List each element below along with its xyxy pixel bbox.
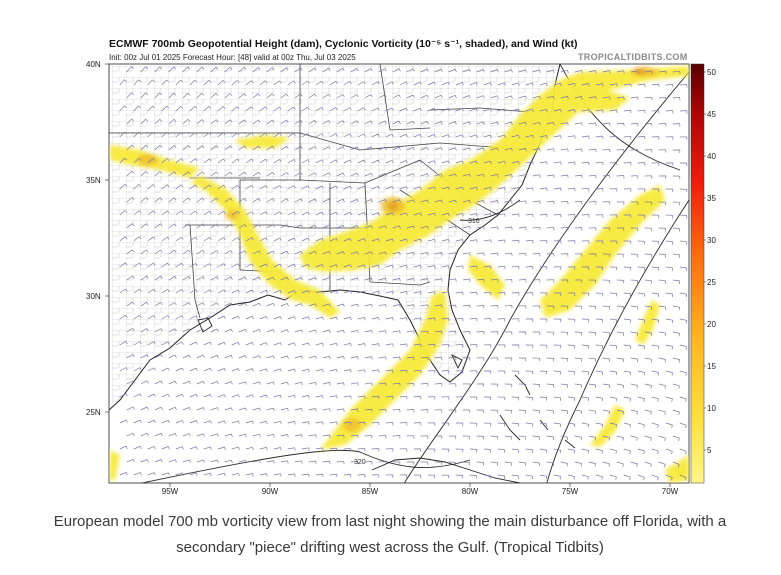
- colorbar: [690, 63, 705, 484]
- lon-label-75w: 75W: [562, 487, 579, 496]
- longitude-axis: 95W 90W 85W 80W 75W 70W: [162, 487, 679, 496]
- lat-label-35n: 35N: [86, 176, 101, 185]
- colorbar-label-5: 5: [707, 446, 712, 455]
- colorbar-ticks: [704, 71, 706, 451]
- colorbar-label-50: 50: [707, 68, 716, 77]
- lon-label-85w: 85W: [362, 487, 379, 496]
- wind-barb-field: [119, 66, 688, 481]
- colorbar-label-10: 10: [707, 404, 716, 413]
- lon-label-90w: 90W: [262, 487, 279, 496]
- colorbar-label-25: 25: [707, 278, 716, 287]
- contour-label-316: 316: [468, 218, 480, 225]
- lon-label-80w: 80W: [462, 487, 479, 496]
- colorbar-label-40: 40: [707, 152, 716, 161]
- contour-label-320: 320: [354, 459, 366, 466]
- lat-label-40n: 40N: [86, 60, 101, 69]
- map-subtitle: Init: 00z Jul 01 2025 Forecast Hour: [48…: [109, 53, 356, 62]
- wind-barbs: [119, 66, 688, 481]
- lon-label-95w: 95W: [162, 487, 179, 496]
- lat-label-30n: 30N: [86, 292, 101, 301]
- vorticity-map: 316 320 40N 35N 30N 25N 95W 90W 85W 80W …: [86, 60, 716, 496]
- islands: [197, 317, 576, 483]
- colorbar-label-45: 45: [707, 110, 716, 119]
- colorbar-labels: 50 45 40 35 30 25 20 15 10 5: [707, 68, 716, 455]
- axis-ticks: [105, 63, 671, 487]
- colorbar-label-15: 15: [707, 362, 716, 371]
- image-caption: European model 700 mb vorticity view fro…: [53, 513, 727, 556]
- coastline: [109, 64, 561, 411]
- latitude-axis: 40N 35N 30N 25N: [86, 60, 101, 417]
- colorbar-label-30: 30: [707, 236, 716, 245]
- weather-map-figure: 316 320 40N 35N 30N 25N 95W 90W 85W 80W …: [86, 38, 716, 496]
- map-title: ECMWF 700mb Geopotential Height (dam), C…: [109, 38, 578, 50]
- colorbar-label-20: 20: [707, 320, 716, 329]
- map-credit: TROPICALTIDBITS.COM: [578, 52, 688, 62]
- lat-label-25n: 25N: [86, 408, 101, 417]
- colorbar-label-35: 35: [707, 194, 716, 203]
- lon-label-70w: 70W: [662, 487, 679, 496]
